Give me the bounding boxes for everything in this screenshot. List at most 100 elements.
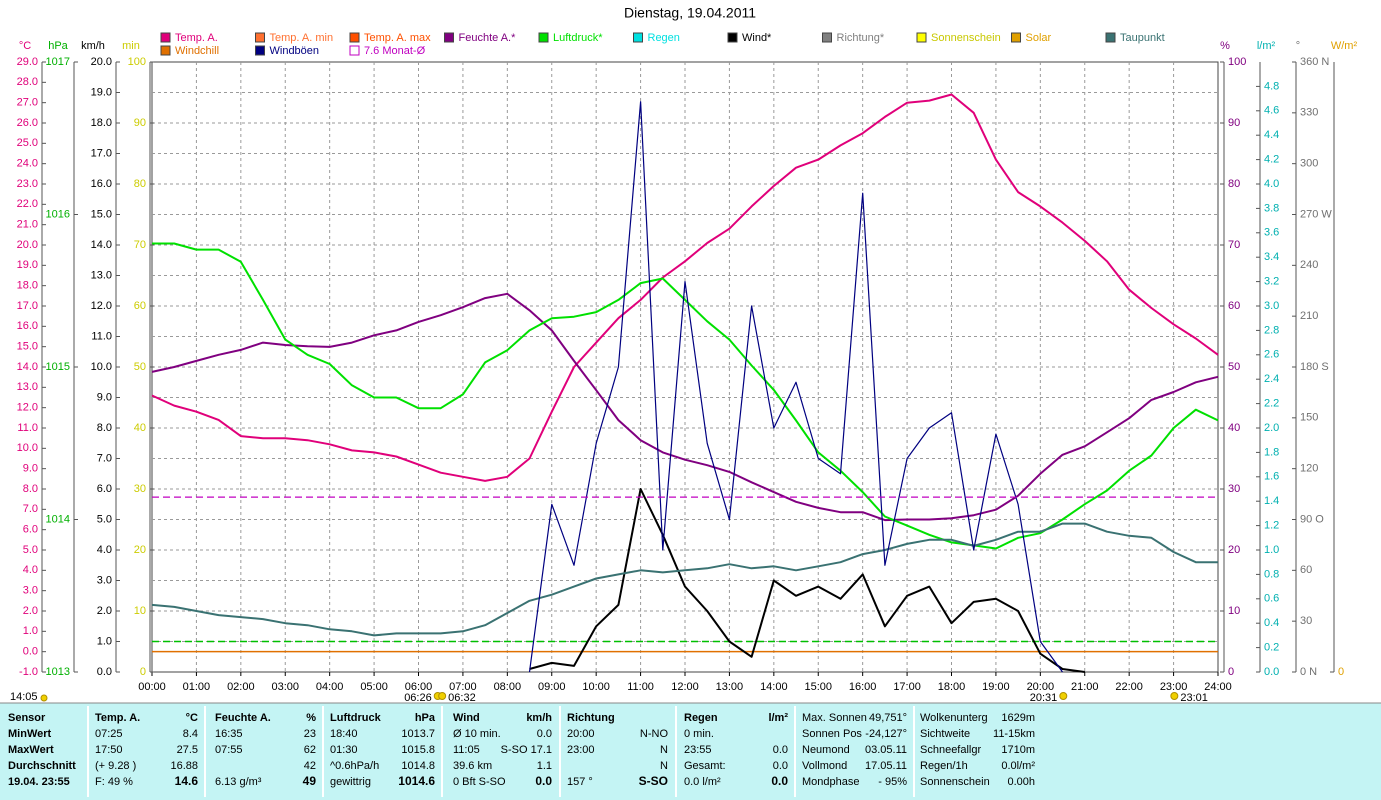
y-tick-label: 1013 bbox=[46, 666, 70, 678]
x-tick-label: 02:00 bbox=[227, 681, 255, 693]
legend-label: Sonnenschein bbox=[931, 32, 1001, 44]
cell-value: 11-15km bbox=[993, 728, 1035, 740]
y-tick-label: 60 bbox=[1300, 564, 1312, 576]
y-tick-label: 0.4 bbox=[1264, 617, 1279, 629]
cell-label: Richtung bbox=[567, 712, 615, 724]
legend-swatch bbox=[633, 32, 643, 43]
cell-label: Neumond bbox=[802, 744, 850, 756]
cell-value: 03.05.11 bbox=[865, 744, 907, 756]
y-tick-label: 10 bbox=[134, 605, 146, 617]
y-tick-label: 23.0 bbox=[17, 178, 38, 190]
y-tick-label: 1017 bbox=[46, 56, 70, 68]
x-tick-label: 04:00 bbox=[316, 681, 344, 693]
x-tick-label: 24:00 bbox=[1204, 681, 1232, 693]
series-line bbox=[528, 101, 1063, 673]
legend-label: Wind* bbox=[742, 32, 772, 44]
cell-label: Gesamt: bbox=[684, 760, 726, 772]
y-tick-label: 30 bbox=[134, 483, 146, 495]
marker-label: 23:01 bbox=[1180, 692, 1208, 704]
legend-swatch bbox=[349, 45, 360, 56]
cell-label: Wind bbox=[453, 712, 480, 724]
cell-value: 49,751° bbox=[869, 712, 907, 724]
row-head: Durchschnitt bbox=[8, 760, 76, 772]
marker-label: 06:26 bbox=[404, 692, 432, 704]
legend-swatch bbox=[160, 32, 171, 43]
cell-label: ^0.6hPa/h bbox=[330, 760, 379, 772]
y-tick-label: 2.8 bbox=[1264, 324, 1279, 336]
y-tick-label: 100 bbox=[1228, 56, 1246, 68]
cell-value: 0.0 bbox=[771, 774, 788, 788]
y-tick-label: 6.0 bbox=[23, 524, 38, 536]
x-tick-label: 11:00 bbox=[627, 681, 654, 693]
legend-label: Feuchte A.* bbox=[459, 32, 517, 44]
x-tick-label: 21:00 bbox=[1071, 681, 1099, 693]
cell-label: Vollmond bbox=[802, 760, 847, 772]
y-tick-label: 180 S bbox=[1300, 361, 1329, 373]
y-tick-label: 300 bbox=[1300, 158, 1318, 170]
sun-marker bbox=[1170, 692, 1179, 700]
cell-value: 62 bbox=[304, 744, 316, 756]
y-tick-label: 90 bbox=[134, 117, 146, 129]
y-tick-label: 330 bbox=[1300, 107, 1318, 119]
cell-value: N bbox=[660, 760, 668, 772]
sun-marker bbox=[438, 692, 447, 700]
y-tick-label: 120 bbox=[1300, 463, 1318, 475]
cell-label: 157 ° bbox=[567, 776, 593, 788]
cell-label: 11:05 bbox=[453, 744, 480, 756]
y-tick-label: 50 bbox=[1228, 361, 1240, 373]
cell-value: 0.0l/m² bbox=[1001, 760, 1035, 772]
y-tick-label: 5.0 bbox=[97, 513, 112, 525]
cell-label: Schneefallgr bbox=[920, 744, 981, 756]
cell-value: 17.05.11 bbox=[865, 760, 907, 772]
y-tick-label: 18.0 bbox=[91, 117, 112, 129]
cell-value: % bbox=[306, 712, 316, 724]
x-tick-label: 14:00 bbox=[760, 681, 788, 693]
y-tick-label: 17.0 bbox=[17, 300, 38, 312]
cell-label: Sonnen Pos bbox=[802, 728, 862, 740]
y-tick-label: 10 bbox=[1228, 605, 1240, 617]
y-tick-label: 27.0 bbox=[17, 97, 38, 109]
x-tick-label: 07:00 bbox=[449, 681, 477, 693]
y-tick-label: 4.0 bbox=[1264, 178, 1279, 190]
legend-swatch bbox=[538, 32, 549, 43]
x-tick-label: 08:00 bbox=[494, 681, 522, 693]
axis-title: hPa bbox=[48, 40, 68, 52]
y-tick-label: 2.4 bbox=[1264, 373, 1279, 385]
x-tick-label: 10:00 bbox=[582, 681, 610, 693]
series-line bbox=[151, 522, 1218, 637]
y-tick-label: 70 bbox=[134, 239, 146, 251]
y-tick-label: 3.0 bbox=[1264, 300, 1279, 312]
y-tick-label: 10.0 bbox=[91, 361, 112, 373]
y-tick-label: 1.0 bbox=[23, 625, 38, 637]
legend-swatch bbox=[822, 32, 832, 43]
x-tick-label: 23:00 bbox=[1160, 681, 1188, 693]
cell-value: 42 bbox=[304, 760, 316, 772]
y-tick-label: 0 bbox=[1228, 666, 1234, 678]
y-tick-label: 8.0 bbox=[97, 422, 112, 434]
y-tick-label: 19.0 bbox=[91, 86, 112, 98]
y-tick-label: 30 bbox=[1300, 615, 1312, 627]
y-tick-label: 4.6 bbox=[1264, 105, 1279, 117]
y-tick-label: 90 bbox=[1228, 117, 1240, 129]
row-head: Sensor bbox=[8, 712, 46, 724]
cell-value: 1015.8 bbox=[401, 744, 435, 756]
cell-label: Ø 10 min. bbox=[453, 728, 501, 740]
y-tick-label: 18.0 bbox=[17, 280, 38, 292]
cell-value: 1014.6 bbox=[398, 774, 435, 788]
legend-label: Taupunkt bbox=[1120, 32, 1165, 44]
cell-value: 1.1 bbox=[537, 760, 552, 772]
y-tick-label: 3.2 bbox=[1264, 276, 1279, 288]
y-tick-label: 30 bbox=[1228, 483, 1240, 495]
axis-title: ° bbox=[1296, 40, 1300, 52]
axis-title: W/m² bbox=[1331, 40, 1358, 52]
cell-label: 39.6 km bbox=[453, 760, 492, 772]
y-tick-label: 9.0 bbox=[97, 391, 112, 403]
cell-value: 14.6 bbox=[175, 774, 199, 788]
cell-label: Sichtweite bbox=[920, 728, 970, 740]
x-tick-label: 20:00 bbox=[1027, 681, 1055, 693]
cell-value: 0.0 bbox=[535, 774, 552, 788]
y-tick-label: 20 bbox=[1228, 544, 1240, 556]
y-tick-label: -1.0 bbox=[19, 666, 38, 678]
y-tick-label: 0.0 bbox=[1264, 666, 1279, 678]
y-tick-label: 21.0 bbox=[17, 219, 38, 231]
